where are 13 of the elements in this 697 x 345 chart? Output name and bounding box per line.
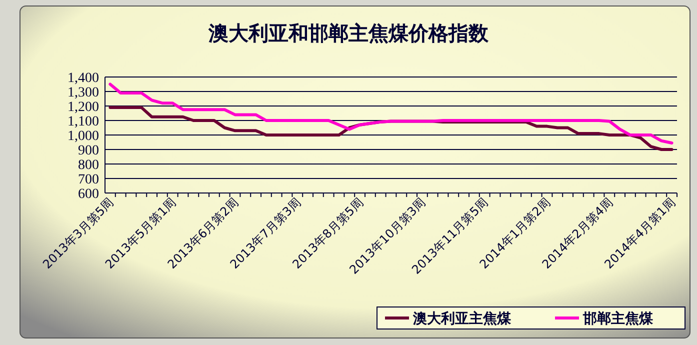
y-tick-label: 1,000 bbox=[68, 128, 99, 144]
y-tick-label: 1,100 bbox=[68, 114, 99, 130]
chart-title: 澳大利亚和邯郸主焦煤价格指数 bbox=[208, 21, 490, 45]
y-tick-label: 600 bbox=[78, 186, 99, 202]
legend-label: 邯郸主焦煤 bbox=[582, 310, 654, 327]
y-tick-label: 700 bbox=[78, 172, 99, 188]
y-tick-label: 1,200 bbox=[68, 100, 99, 115]
line-series bbox=[108, 82, 674, 144]
y-tick-label: 1,400 bbox=[68, 70, 99, 86]
legend-label: 澳大利亚主焦煤 bbox=[412, 310, 512, 327]
y-tick-label: 900 bbox=[78, 143, 99, 158]
y-tick-label: 800 bbox=[78, 158, 99, 173]
y-tick-label: 1,300 bbox=[68, 85, 99, 100]
